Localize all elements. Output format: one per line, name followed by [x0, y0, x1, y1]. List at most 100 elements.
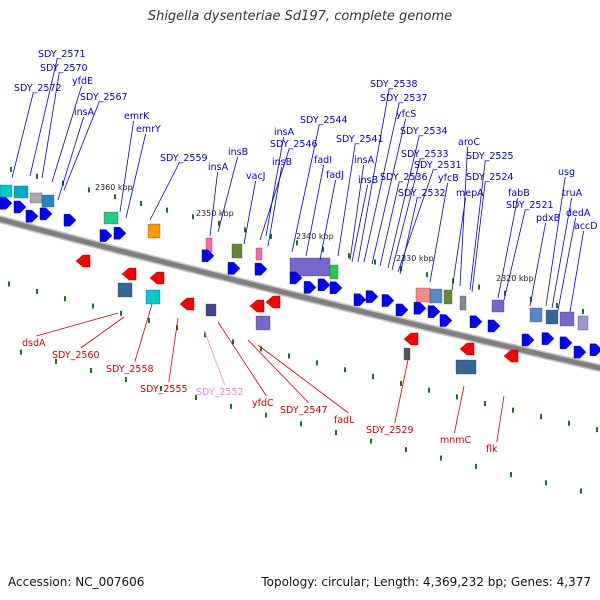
feature-block [145, 289, 161, 305]
ruler-tick [36, 288, 38, 294]
backbone-line [0, 216, 600, 371]
leader-line-forward [497, 197, 518, 299]
ruler-tick [596, 427, 598, 433]
leader-line-forward [557, 217, 576, 311]
feature-block [205, 303, 217, 317]
gene-arrow-forward [439, 314, 453, 327]
gene-arrow-reverse [149, 271, 165, 285]
ruler-tick [335, 430, 337, 436]
gene-arrow-reverse [121, 267, 137, 281]
feature-blocks [0, 184, 589, 375]
gene-label-reverse: fadL [334, 415, 355, 426]
gene-arrow-reverse [265, 295, 281, 309]
ruler-tick [20, 349, 22, 355]
scale-label: 2360 kbp [95, 183, 133, 192]
leader-line-forward [469, 160, 486, 291]
gene-arrow-forward [254, 262, 268, 276]
leader-line-forward [399, 197, 418, 275]
leader-line-forward [265, 136, 284, 237]
ruler-tick [580, 488, 582, 494]
leader-line-forward [371, 118, 406, 265]
ruler-tick [64, 296, 66, 302]
leader-line-forward [569, 230, 584, 313]
leader-line-reverse [394, 359, 409, 424]
scale-label: 2320 kbp [496, 274, 534, 283]
feature-block [41, 194, 55, 208]
gene-arrow-forward [589, 343, 600, 356]
feature-block [455, 359, 477, 375]
gene-label-forward: SDY_2537 [380, 93, 428, 104]
ruler-tick [545, 480, 547, 486]
ruler-tick [195, 395, 197, 401]
ruler-tick [192, 214, 194, 220]
gene-arrow-forward [381, 294, 395, 307]
ruler-tick [322, 246, 324, 252]
leader-line-reverse [168, 317, 179, 383]
gene-label-forward: yfdE [72, 76, 93, 87]
ruler-tick [582, 308, 584, 314]
feature-block [491, 299, 505, 313]
ruler-tick [428, 387, 430, 393]
leader-line-forward [529, 222, 546, 307]
leader-line-forward [41, 72, 60, 179]
leader-line-forward [63, 101, 100, 191]
genome-backbone [0, 215, 600, 373]
ruler-tick [370, 438, 372, 444]
ruler-tick [88, 187, 90, 193]
leader-line-reverse [36, 312, 119, 337]
leader-line-forward [217, 156, 238, 233]
gene-arrow-forward [365, 290, 379, 303]
leader-line-forward [319, 179, 336, 261]
gene-label-forward: SDY_2546 [270, 139, 318, 150]
ruler-tick [232, 339, 234, 345]
gene-label-forward: fadI [314, 155, 332, 166]
ruler-tick [504, 290, 506, 296]
feature-block [103, 211, 119, 225]
gene-arrow-reverse [249, 299, 265, 313]
leader-line-forward [391, 158, 421, 271]
ruler-tick [244, 227, 246, 233]
ruler-tick [90, 367, 92, 373]
gene-label-forward: truA [562, 188, 583, 199]
ruler-tick [540, 414, 542, 420]
gene-label-forward: emrK [124, 111, 150, 122]
gene-label-forward: mepA [456, 188, 484, 199]
gene-label-forward: aroC [458, 137, 480, 148]
ruler-tick [512, 407, 514, 413]
gene-label-forward: SDY_2521 [506, 200, 554, 211]
gene-label-reverse: mnmC [440, 435, 472, 446]
genome-summary-text: Topology: circular; Length: 4,369,232 bp… [261, 575, 591, 589]
gene-arrow-forward [413, 302, 427, 315]
ruler-tick [568, 420, 570, 426]
ruler-tick [510, 472, 512, 478]
gene-label-forward: SDY_2570 [40, 63, 88, 74]
gene-label-reverse: SDY_2558 [106, 364, 154, 375]
gene-arrow-forward [227, 262, 241, 275]
ruler-tick [10, 166, 12, 172]
feature-block [13, 185, 29, 199]
gene-arrow-forward [329, 281, 343, 295]
gene-label-forward: accD [574, 221, 598, 232]
feature-block [0, 184, 13, 198]
leader-line-forward [119, 120, 134, 213]
scale-labels: 2360 kbp 2350 kbp 2340 kbp 2330 kbp 2320 kbp [95, 183, 534, 283]
leader-line-forward [259, 148, 290, 241]
gene-label-reverse: SDY_2560 [52, 350, 100, 361]
gene-label-forward: yfcB [438, 173, 459, 184]
leader-line-forward [503, 209, 526, 301]
gene-arrow-forward [521, 333, 535, 347]
ruler-tick [456, 394, 458, 400]
gene-arrow-forward [201, 249, 215, 263]
leader-line-reverse [217, 321, 267, 397]
gene-label-forward: usg [558, 167, 575, 178]
gene-label-forward: insB [358, 175, 378, 186]
ruler-tick [204, 332, 206, 338]
gene-label-forward: fabB [508, 188, 530, 199]
feature-block [231, 243, 243, 259]
leader-line-forward [267, 166, 282, 247]
feature-block [117, 282, 133, 298]
gene-label-forward: emrY [136, 124, 161, 135]
leader-line-forward [429, 182, 448, 283]
gene-label-forward: insB [272, 157, 292, 168]
